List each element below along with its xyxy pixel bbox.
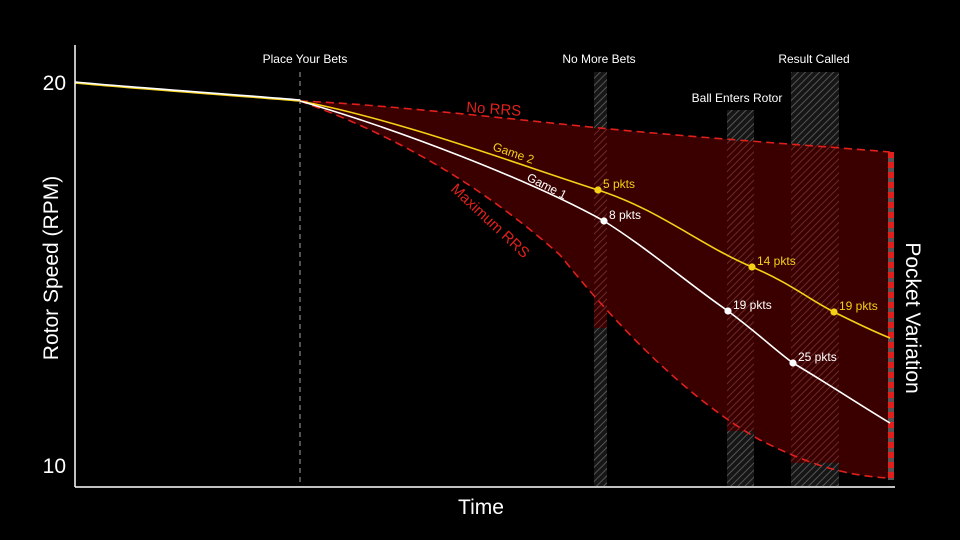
marker-game-2-1 [594,186,602,194]
ball-enters-rotor-band-red [727,141,754,431]
result-called-band-red [791,145,839,463]
initial-speed-curve [74,82,301,102]
marker-label-game-2-1: 5 pkts [603,177,635,191]
x-axis-label: Time [458,496,504,519]
phase-label-place-your-bets: Place Your Bets [263,52,348,66]
no-rrs-curve [299,100,891,153]
maximum-rrs-curve [299,100,891,479]
marker-game-2-2 [748,263,756,271]
marker-game-1-2 [724,307,732,315]
marker-label-game-1-3: 25 pkts [798,350,837,364]
game-1-curve [299,100,891,424]
marker-game-1-3 [789,359,797,367]
phase-label-ball-enters-rotor: Ball Enters Rotor [692,91,783,105]
marker-label-game-2-2: 14 pkts [757,254,796,268]
no-rrs-label: No RRS [466,99,522,120]
marker-label-game-1-2: 19 pkts [733,298,772,312]
y-tick-20: 20 [43,72,66,95]
y-axis-label: Rotor Speed (RPM) [40,176,63,360]
marker-game-2-3 [830,308,838,316]
marker-label-game-2-3: 19 pkts [839,299,878,313]
phase-label-result-called: Result Called [778,52,849,66]
marker-game-1-1 [600,217,608,225]
initial-speed-curve-white [74,81,301,101]
pocket-variation-label: Pocket Variation [901,242,924,393]
phase-label-no-more-bets: No More Bets [562,52,635,66]
marker-label-game-1-1: 8 pkts [609,208,641,222]
no-more-bets-band-red [594,128,607,328]
y-tick-10: 10 [43,455,66,478]
